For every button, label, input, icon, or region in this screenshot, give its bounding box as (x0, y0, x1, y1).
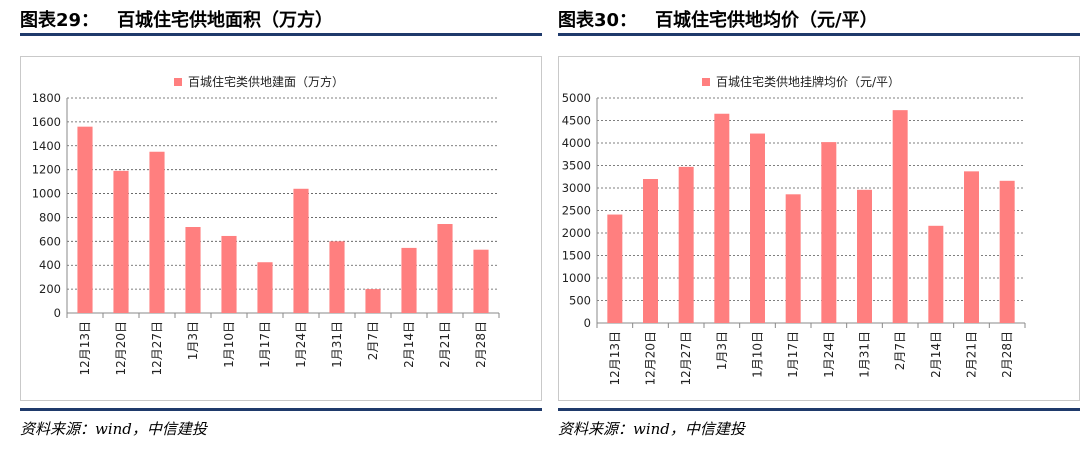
bar (329, 241, 345, 313)
bar (714, 113, 730, 323)
y-tick-label: 5000 (562, 91, 591, 105)
bar (113, 170, 129, 313)
bar (821, 142, 837, 323)
x-tick-label: 2月14日 (929, 331, 943, 378)
y-tick-label: 1800 (32, 91, 61, 105)
x-tick-label: 1月24日 (822, 331, 836, 378)
legend: 百城住宅类供地挂牌均价（元/平） (702, 74, 900, 89)
bar (257, 262, 273, 313)
y-tick-label: 4500 (562, 114, 591, 128)
x-tick-label: 1月24日 (294, 321, 308, 368)
legend-swatch (702, 78, 710, 86)
x-tick-label: 12月27日 (679, 331, 693, 386)
x-tick-label: 2月28日 (474, 321, 488, 368)
legend: 百城住宅类供地建面（万方） (174, 74, 344, 89)
x-tick-label: 1月3日 (186, 321, 200, 360)
figure-number: 图表29： (20, 10, 100, 31)
x-tick-label: 2月28日 (1000, 331, 1014, 378)
bar (293, 188, 309, 313)
bar (365, 289, 381, 313)
x-tick-label: 1月3日 (715, 331, 729, 370)
bar (473, 249, 489, 313)
y-tick-label: 2500 (562, 204, 591, 218)
chart-frame: 百城住宅类供地挂牌均价（元/平） 0 500 1000 1500 2000 2500 3000… (558, 56, 1080, 401)
y-tick-label: 200 (39, 282, 61, 296)
figure-title: 图表29： 百城住宅供地面积（万方） (20, 6, 333, 32)
bar (77, 126, 93, 314)
bar (892, 110, 908, 324)
bar (678, 166, 694, 323)
x-tick-label: 2月21日 (965, 331, 979, 378)
top-rule (20, 33, 542, 36)
top-rule (558, 33, 1080, 36)
y-tick-label: 500 (569, 294, 591, 308)
y-tick-label: 3000 (562, 181, 591, 195)
legend-swatch (174, 78, 182, 86)
bar (750, 133, 765, 323)
x-tick-label: 1月31日 (858, 331, 872, 378)
y-tick-label: 1500 (562, 249, 591, 263)
bar (607, 214, 623, 323)
figure-title: 图表30： 百城住宅供地均价（元/平） (558, 6, 878, 32)
bottom-rule (558, 408, 1080, 411)
y-tick-label: 2000 (562, 226, 591, 240)
figure-30: 图表30： 百城住宅供地均价（元/平） 百城住宅类供地挂牌均价（元/平） 0 500 1… (558, 0, 1080, 451)
y-tick-label: 1400 (32, 139, 61, 153)
bar (149, 151, 165, 313)
y-tick-label: 1000 (562, 271, 591, 285)
figure-title-text: 百城住宅供地面积（万方） (117, 10, 334, 31)
x-tick-label: 12月20日 (114, 321, 128, 376)
x-tick-label: 12月27日 (150, 321, 164, 376)
y-tick-label: 800 (39, 210, 61, 224)
source-note: 资料来源：wind，中信建投 (558, 420, 745, 438)
y-tick-label: 1600 (32, 115, 61, 129)
supply-area-chart: 百城住宅类供地建面（万方） 0 200 400 600 800 1000 1200 1400 16… (32, 74, 500, 376)
bar (643, 179, 658, 323)
x-tick-label: 2月14日 (402, 321, 416, 368)
legend-label: 百城住宅类供地建面（万方） (188, 74, 344, 89)
bottom-rule (20, 408, 542, 411)
bar (437, 224, 453, 313)
y-tick-label: 0 (584, 316, 591, 330)
y-tick-label: 400 (39, 258, 61, 272)
legend-label: 百城住宅类供地挂牌均价（元/平） (716, 74, 900, 89)
chart-frame: 百城住宅类供地建面（万方） 0 200 400 600 800 1000 1200 1400 16… (20, 56, 542, 401)
y-tick-label: 1200 (32, 163, 61, 177)
x-tick-label: 1月17日 (786, 331, 800, 378)
bar (999, 180, 1015, 323)
avg-price-chart: 百城住宅类供地挂牌均价（元/平） 0 500 1000 1500 2000 2500 3000… (562, 74, 1026, 386)
y-tick-label: 3500 (562, 159, 591, 173)
figure-29: 图表29： 百城住宅供地面积（万方） 百城住宅类供地建面（万方） 0 200 400 60… (20, 0, 542, 451)
figure-number: 图表30： (558, 10, 638, 31)
x-tick-label: 1月31日 (330, 321, 344, 368)
x-tick-label: 12月20日 (644, 331, 658, 386)
x-tick-label: 1月17日 (258, 321, 272, 368)
x-tick-label: 12月13日 (608, 331, 622, 386)
bar (964, 171, 979, 323)
bar (928, 225, 944, 323)
source-note: 资料来源：wind，中信建投 (20, 420, 207, 438)
y-tick-label: 1000 (32, 187, 61, 201)
bar (221, 235, 237, 313)
bar (401, 247, 417, 313)
figure-title-text: 百城住宅供地均价（元/平） (655, 10, 878, 31)
bar (857, 189, 872, 323)
bar (785, 194, 801, 323)
x-tick-label: 2月21日 (438, 321, 452, 368)
x-tick-label: 1月10日 (222, 321, 236, 368)
x-tick-label: 2月7日 (893, 331, 907, 370)
y-tick-label: 600 (39, 234, 61, 248)
x-tick-label: 2月7日 (366, 321, 380, 360)
x-tick-label: 12月13日 (78, 321, 92, 376)
bar (185, 227, 201, 313)
x-tick-label: 1月10日 (751, 331, 765, 378)
y-tick-label: 4000 (562, 136, 591, 150)
y-tick-label: 0 (54, 306, 61, 320)
